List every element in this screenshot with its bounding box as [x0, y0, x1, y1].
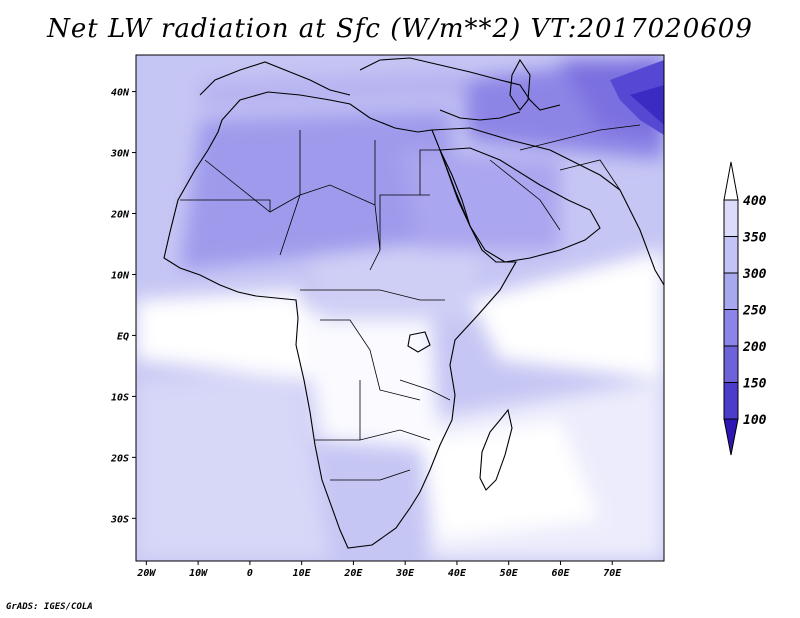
lat-tick-label: 20S	[110, 453, 129, 464]
latitude-axis: 40N 30N 20N 10N EQ 10S 20S 30S	[110, 88, 136, 525]
grads-credit: GrADS: IGES/COLA	[6, 602, 93, 612]
colorbar-segment	[723, 272, 739, 310]
lon-tick-label: 20E	[343, 568, 363, 579]
colorbar-label: 200	[742, 340, 767, 355]
map-title: Net LW radiation at Sfc (W/m**2) VT:2017…	[47, 14, 753, 44]
lat-tick-label: 10S	[111, 392, 129, 403]
lon-tick-label: 10W	[189, 568, 208, 579]
colorbar-segment	[723, 199, 739, 237]
colorbar-segment	[723, 345, 739, 383]
lat-tick-label: 30N	[110, 149, 130, 160]
lat-tick-label: 30S	[110, 514, 129, 525]
lon-tick-label: 70E	[603, 568, 622, 579]
lat-tick-label: 10N	[111, 270, 130, 281]
lat-tick-label: 20N	[110, 210, 130, 221]
colorbar-label: 100	[743, 413, 767, 428]
coastlines	[163, 57, 664, 549]
lon-tick-label: 10E	[293, 568, 312, 579]
lon-tick-label: 60E	[551, 568, 570, 579]
lon-tick-label: 50E	[500, 568, 519, 579]
longitude-axis: 20W 10W 0 10E 20E 30E 40E 50E 60E 70E	[136, 561, 622, 579]
colorbar-label: 300	[742, 267, 767, 282]
colorbar-label: 150	[743, 377, 767, 392]
lat-tick-label: 40N	[111, 88, 130, 99]
lon-tick-label: 40E	[448, 568, 467, 579]
lon-tick-label: 20W	[136, 568, 156, 579]
country-borders	[180, 124, 641, 481]
colorbar-segment	[723, 309, 739, 347]
lon-tick-label: 30E	[395, 568, 415, 579]
colorbar-segment	[723, 236, 739, 274]
colorbar-bottom-arrow	[723, 418, 739, 456]
radiation-field	[136, 55, 664, 561]
colorbar: 400 350 300 250 200 150 100	[723, 161, 767, 456]
lat-tick-label: EQ	[117, 331, 129, 342]
lon-tick-label: 0	[247, 568, 253, 579]
colorbar-label: 250	[742, 304, 767, 319]
colorbar-label: 400	[743, 194, 767, 209]
map-frame	[135, 54, 665, 562]
colorbar-segment	[723, 382, 739, 420]
colorbar-top-arrow	[723, 161, 739, 201]
colorbar-label: 350	[742, 231, 767, 246]
